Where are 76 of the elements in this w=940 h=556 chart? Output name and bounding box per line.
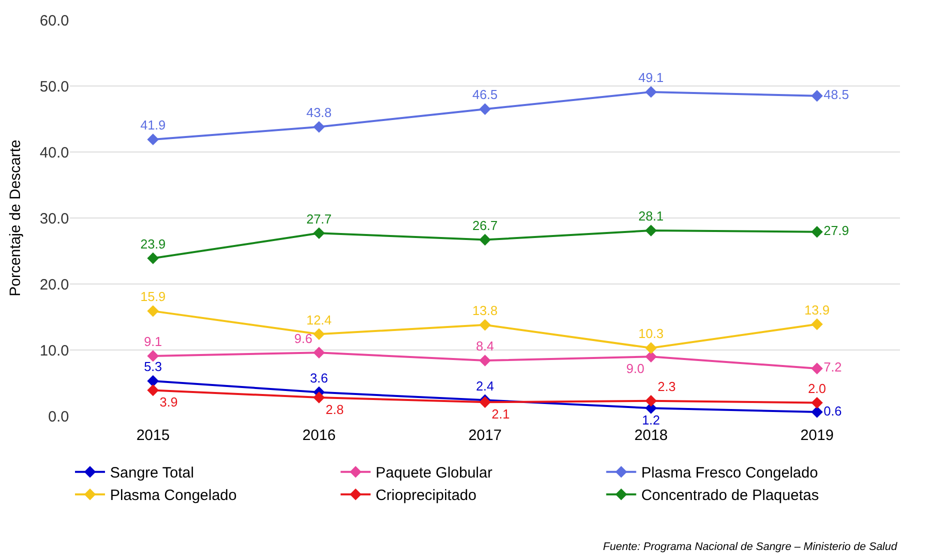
point [811, 318, 823, 330]
point [811, 362, 823, 374]
data-label: 0.6 [824, 403, 842, 418]
data-label: 23.9 [140, 236, 166, 252]
data-label: 2.0 [808, 380, 826, 396]
legend-label: Concentrado de Plaquetas [641, 487, 819, 504]
point [313, 227, 325, 240]
data-label: 13.9 [804, 302, 830, 318]
x-tick-label: 2015 [136, 427, 170, 444]
point [147, 134, 159, 146]
data-label: 3.6 [310, 370, 328, 386]
x-tick-label: 2017 [468, 427, 502, 444]
point [645, 350, 657, 362]
data-label: 3.9 [160, 394, 178, 410]
y-axis-title: Porcentaje de Descarte [7, 140, 24, 296]
point [811, 90, 823, 102]
data-label: 12.4 [306, 312, 332, 328]
point [479, 319, 491, 331]
point [313, 346, 325, 358]
point [147, 252, 159, 264]
legend-label: Paquete Globular [376, 464, 492, 482]
data-label: 49.1 [638, 70, 664, 86]
data-label: 2.8 [326, 402, 344, 417]
point [313, 328, 325, 340]
legend-label: Crioprecipitado [376, 487, 476, 504]
legend-label: Plasma Congelado [110, 487, 237, 504]
point [147, 375, 159, 387]
data-label: 48.5 [824, 87, 849, 102]
data-label: 27.7 [306, 211, 332, 226]
point [147, 350, 159, 362]
point [645, 394, 657, 407]
point [479, 234, 491, 246]
x-tick-label: 2018 [634, 427, 668, 444]
y-tick-label: 30.0 [40, 210, 69, 228]
point [811, 396, 823, 409]
source-note: Fuente: Programa Nacional de Sangre – Ministerio de Salud [603, 541, 898, 553]
y-tick-label: 0.0 [48, 408, 69, 426]
data-label: 43.8 [306, 105, 332, 120]
y-tick-label: 50.0 [40, 78, 69, 96]
data-label: 28.1 [638, 208, 664, 224]
point [479, 354, 491, 366]
data-label: 27.9 [824, 223, 849, 238]
point [313, 121, 325, 133]
point [313, 392, 325, 404]
data-label: 2.3 [658, 378, 676, 394]
data-label: 5.3 [144, 359, 162, 374]
data-label: 46.5 [472, 87, 498, 102]
x-tick-label: 2016 [302, 427, 336, 444]
y-tick-label: 10.0 [40, 342, 69, 360]
data-label: 9.6 [294, 330, 312, 346]
point [147, 305, 159, 317]
data-label: 41.9 [140, 118, 166, 133]
point [811, 226, 823, 238]
point [811, 406, 823, 418]
point [147, 384, 159, 396]
data-label: 9.0 [626, 360, 644, 376]
x-tick-label: 2019 [800, 427, 834, 444]
data-label: 2.1 [492, 406, 510, 422]
point [645, 342, 657, 354]
y-tick-label: 20.0 [40, 276, 69, 294]
data-label: 1.2 [642, 412, 660, 428]
point [645, 86, 657, 98]
data-label: 9.1 [144, 334, 162, 350]
data-label: 15.9 [140, 289, 166, 304]
data-label: 2.4 [476, 378, 494, 394]
point [479, 103, 491, 115]
legend-label: Sangre Total [110, 464, 194, 482]
data-label: 7.2 [824, 360, 842, 375]
point [645, 224, 657, 236]
data-label: 26.7 [472, 218, 498, 233]
data-label: 13.8 [472, 303, 498, 318]
legend-label: Plasma Fresco Congelado [641, 464, 818, 482]
data-label: 10.3 [638, 326, 664, 342]
y-tick-label: 40.0 [40, 144, 69, 162]
data-label: 8.4 [476, 338, 494, 354]
y-tick-label: 60.0 [40, 12, 69, 30]
